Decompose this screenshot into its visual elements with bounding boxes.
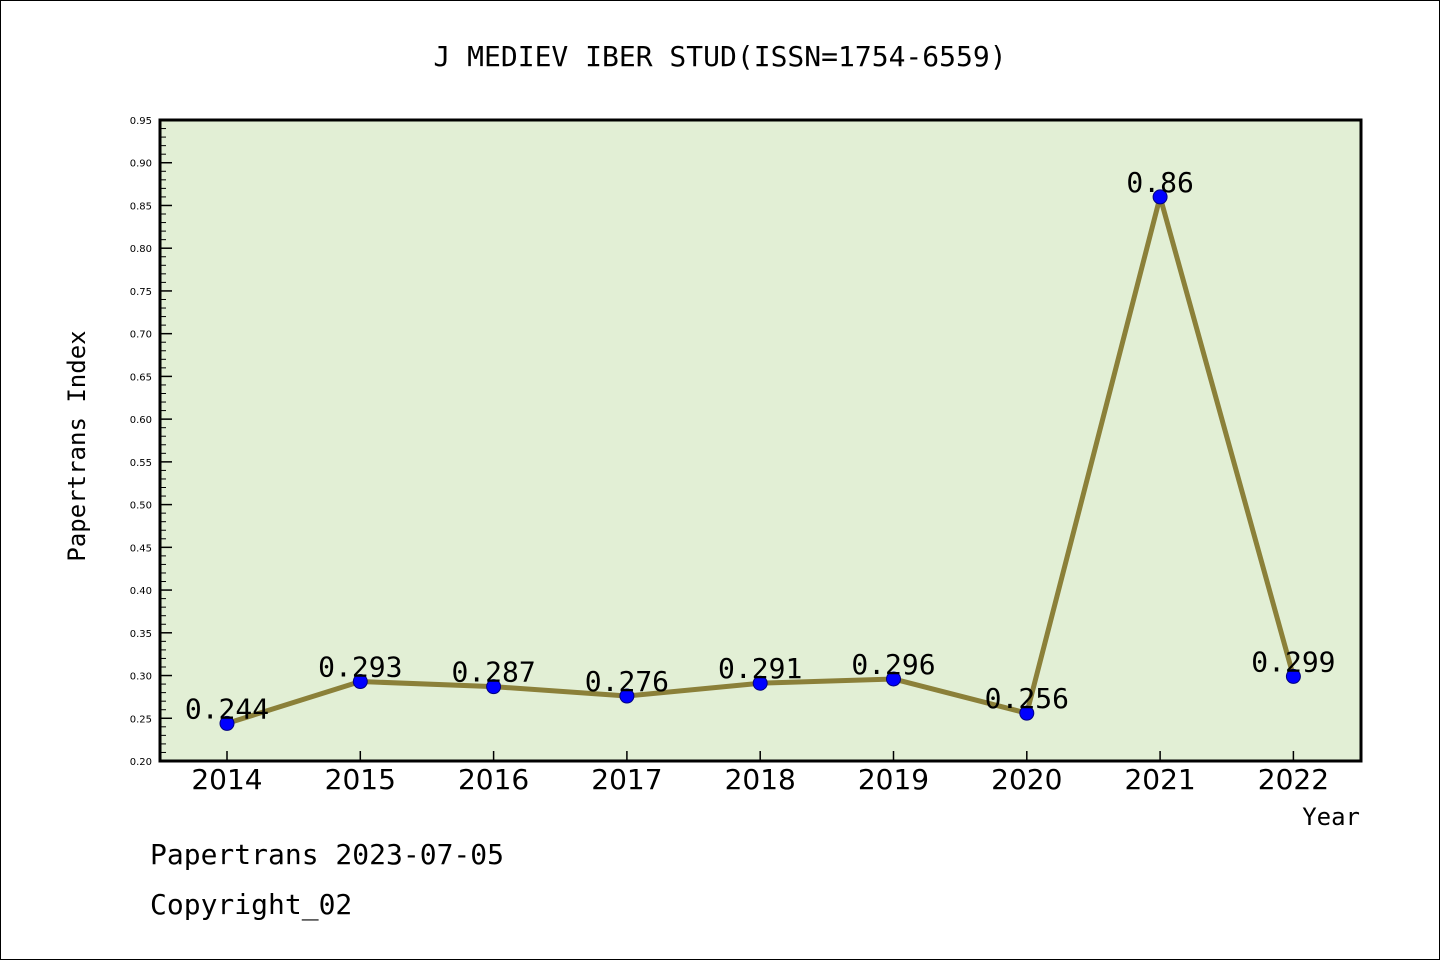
x-tick-label: 2019 (858, 763, 929, 796)
y-tick-label: 0.35 (130, 629, 152, 640)
data-point (619, 688, 635, 704)
data-label: 0.291 (718, 652, 802, 685)
y-tick-label: 0.70 (130, 330, 152, 341)
y-tick-label: 0.45 (130, 543, 152, 554)
x-tick-label: 2015 (325, 763, 396, 796)
data-label: 0.293 (318, 651, 402, 684)
y-tick-label: 0.80 (130, 244, 152, 255)
footer-date: Papertrans 2023-07-05 (150, 838, 504, 871)
x-tick-label: 2016 (458, 763, 529, 796)
y-tick-label: 0.85 (130, 201, 152, 212)
footer-copyright: Copyright_02 (150, 888, 352, 922)
data-points (219, 189, 1301, 731)
y-tick-label: 0.50 (130, 501, 152, 512)
data-label: 0.86 (1126, 166, 1193, 199)
data-point (219, 715, 235, 731)
data-label: 0.244 (185, 692, 269, 725)
y-tick-label: 0.20 (130, 757, 152, 768)
chart-title: J MEDIEV IBER STUD(ISSN=1754-6559) (433, 40, 1006, 73)
data-point (752, 675, 768, 691)
x-tick-label: 2021 (1124, 763, 1195, 796)
x-tick-label: 2022 (1258, 763, 1329, 796)
data-label: 0.299 (1251, 645, 1335, 678)
y-tick-label: 0.25 (130, 714, 152, 725)
x-axis-label: Year (1302, 803, 1360, 831)
y-tick-label: 0.60 (130, 415, 152, 426)
data-point (486, 679, 502, 695)
x-tick-label: 2014 (191, 763, 262, 796)
data-label: 0.296 (851, 648, 935, 681)
data-label: 0.276 (585, 665, 669, 698)
data-point (352, 674, 368, 690)
y-tick-label: 0.55 (130, 458, 152, 469)
data-label: 0.287 (451, 656, 535, 689)
y-axis-label: Papertrans Index (63, 330, 91, 561)
y-tick-label: 0.75 (130, 287, 152, 298)
x-tick-label: 2020 (991, 763, 1062, 796)
y-tick-label: 0.40 (130, 586, 152, 597)
y-tick-label: 0.65 (130, 372, 152, 383)
data-labels: 0.244 0.293 0.287 0.276 0.291 0.296 0.256 0.86 0… (185, 166, 1336, 725)
plot-area (158, 118, 1363, 763)
y-tick-label: 0.90 (130, 159, 152, 170)
x-axis-ticks: 2014 2015 2016 2017 2018 2019 2020 2021 2022 (191, 751, 1329, 796)
data-point (886, 671, 901, 687)
data-point (1285, 668, 1301, 684)
y-tick-label: 0.95 (130, 116, 152, 127)
x-tick-label: 2017 (591, 763, 662, 796)
y-tick-label: 0.30 (130, 672, 152, 683)
data-point (1019, 705, 1035, 721)
x-tick-label: 2018 (725, 763, 796, 796)
data-label: 0.256 (985, 682, 1069, 715)
y-axis-ticks: 0.20 0.25 0.30 0.35 0.40 0.45 0.50 0.55 0.60 0.65… (130, 116, 172, 768)
data-point (1152, 189, 1168, 205)
